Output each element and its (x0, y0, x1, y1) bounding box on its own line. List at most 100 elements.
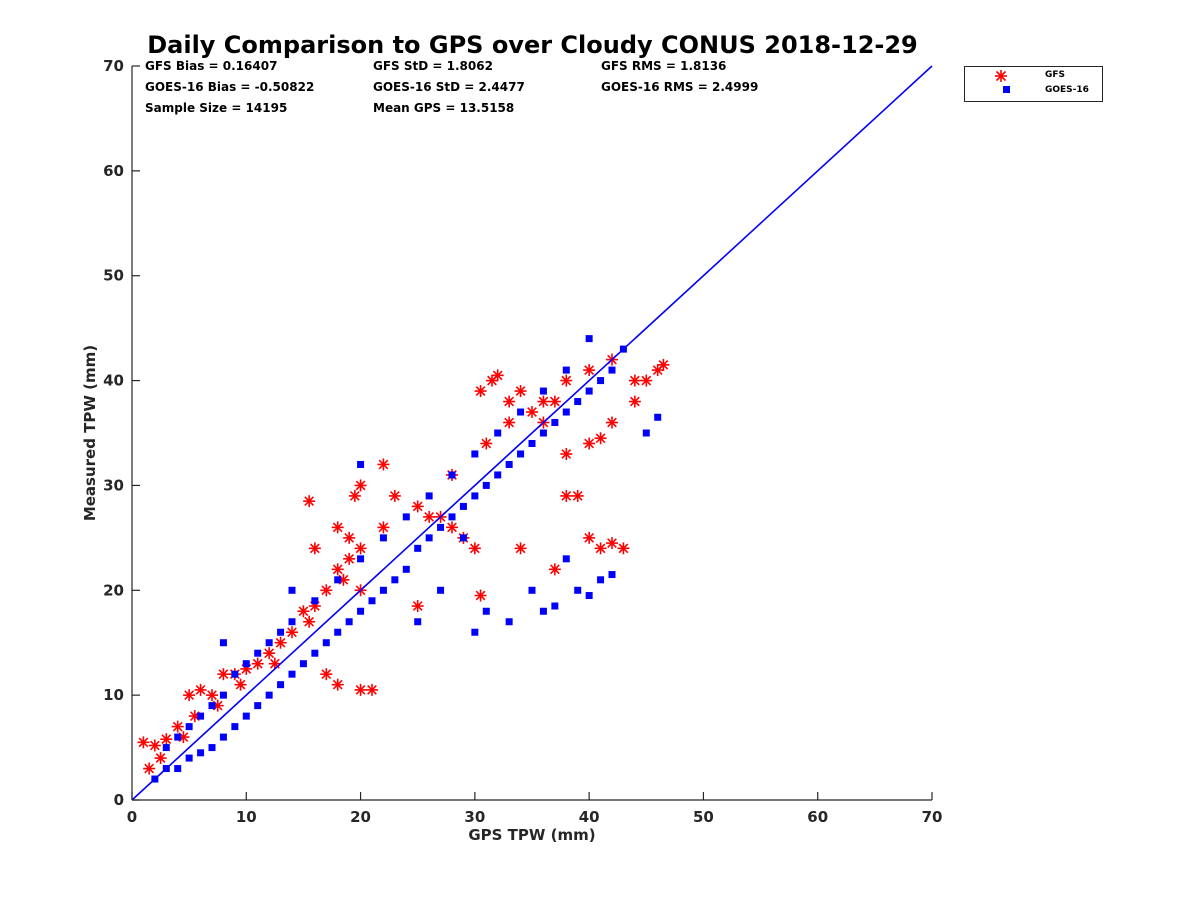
gfs-point (503, 395, 516, 408)
goes-16-point (517, 408, 525, 416)
gfs-point (657, 358, 670, 371)
y-tick-label: 20 (103, 581, 124, 599)
goes-16-point (585, 335, 593, 343)
goes-16-point (254, 702, 262, 710)
x-axis-label: GPS TPW (mm) (468, 826, 596, 844)
gfs-point (263, 647, 276, 660)
goes-16-point (425, 492, 433, 500)
gfs-point (331, 678, 344, 691)
gfs-point (137, 736, 150, 749)
goes-16-point (471, 492, 479, 500)
x-tick-label: 10 (236, 808, 257, 826)
gfs-point (480, 437, 493, 450)
gfs-point (526, 406, 538, 419)
gfs-point (154, 752, 167, 765)
gfs-point (503, 416, 516, 429)
gfs-point (411, 500, 424, 513)
gfs-point (320, 668, 333, 681)
goes-16-point (265, 691, 273, 699)
gfs-point (628, 374, 641, 387)
goes-16-point (391, 576, 399, 584)
goes-16-point (277, 681, 285, 689)
gfs-point (303, 495, 316, 508)
goes-16-point (528, 439, 536, 447)
y-tick-label: 50 (103, 267, 124, 285)
y-tick-label: 30 (103, 476, 124, 494)
gfs-point (206, 689, 218, 702)
goes-16-point (402, 513, 410, 521)
gfs-point (286, 626, 298, 639)
goes-16-point (334, 628, 342, 636)
gfs-point (308, 542, 321, 555)
x-tick-label: 30 (464, 808, 485, 826)
gfs-point (560, 489, 573, 502)
goes-16-point (379, 534, 387, 542)
goes-16-point (482, 481, 490, 489)
tick-labels: 0 10 20 30 40 50 60 70 0 10 20 30 40 50 60 70 (103, 57, 942, 826)
goes-16-point (379, 586, 387, 594)
stat-goes-bias: GOES-16 Bias = -0.50822 (145, 80, 315, 94)
goes-16-point (608, 571, 616, 579)
goes-16-point (539, 429, 547, 437)
y-tick-label: 40 (103, 372, 124, 390)
goes-16-point (219, 691, 227, 699)
legend: GFS GOES-16 (964, 66, 1103, 102)
goes-16-point (494, 429, 502, 437)
gfs-point (377, 521, 390, 534)
stat-sample-size: Sample Size = 14195 (145, 101, 288, 115)
goes-16-point (402, 565, 410, 573)
gfs-point (183, 689, 196, 702)
goes-16-point (471, 628, 479, 636)
gfs-point (303, 615, 316, 628)
gfs-point (537, 395, 550, 408)
y-tick-label: 70 (103, 57, 124, 75)
stat-goes-std: GOES-16 StD = 2.4477 (373, 80, 525, 94)
gfs-point (160, 733, 173, 746)
goes-16-point (242, 712, 250, 720)
goes-16-point (208, 702, 216, 710)
x-tick-label: 0 (127, 808, 137, 826)
goes-16-point (334, 576, 342, 584)
legend-gfs-asterisk-icon (995, 70, 1007, 82)
goes-16-point (174, 765, 182, 773)
stat-mean-gps: Mean GPS = 13.5158 (373, 101, 515, 115)
gfs-point (423, 510, 436, 523)
gfs-point (560, 447, 573, 460)
gfs-point (366, 683, 378, 696)
gfs-point (171, 720, 184, 733)
goes-16-point (608, 366, 616, 374)
gfs-point (348, 489, 361, 502)
gfs-point (234, 678, 247, 691)
goes-16-point (322, 639, 330, 647)
gfs-point (583, 364, 596, 377)
goes-16-point (357, 607, 365, 615)
gfs-point (617, 542, 630, 555)
goes-16-point (437, 523, 445, 531)
gfs-point (548, 563, 561, 576)
goes-16-point (185, 723, 193, 731)
goes-16-point (265, 639, 273, 647)
stat-gfs-bias: GFS Bias = 0.16407 (145, 59, 278, 73)
goes-16-point (562, 366, 570, 374)
gfs-point (297, 605, 310, 618)
goes-16-point (299, 660, 307, 668)
goes-16-point (357, 460, 365, 468)
gfs-point (354, 479, 367, 492)
gfs-point (606, 416, 618, 429)
goes-16-point (219, 733, 227, 741)
goes-16-point (459, 534, 467, 542)
goes-16-point (357, 555, 365, 563)
legend-markers (995, 70, 1010, 93)
gfs-point (194, 683, 207, 696)
stat-goes-rms: GOES-16 RMS = 2.4999 (601, 80, 759, 94)
gfs-point (377, 458, 390, 471)
gfs-point (217, 668, 230, 681)
goes-16-point (277, 628, 285, 636)
goes-16-point (242, 660, 250, 668)
gfs-point (251, 657, 264, 670)
goes-16-point (254, 649, 262, 657)
gfs-point (274, 636, 287, 649)
gfs-point (594, 542, 607, 555)
goes-16-point (288, 586, 296, 594)
